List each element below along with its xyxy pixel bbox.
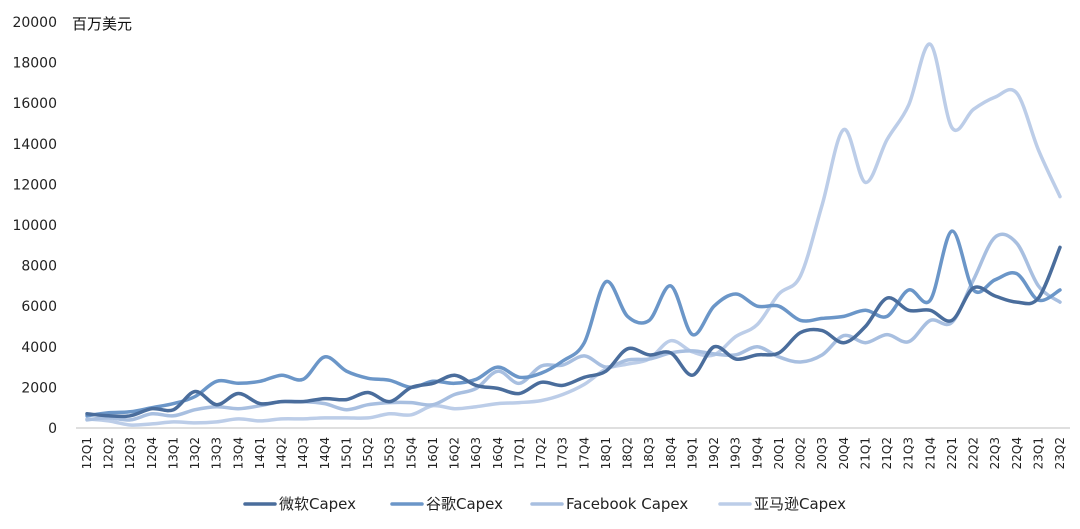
series-lines — [85, 42, 1062, 427]
x-tick-label: 15Q2 — [361, 437, 375, 469]
x-tick-label: 16Q1 — [426, 437, 440, 469]
x-tick-label: 13Q4 — [231, 437, 245, 469]
legend-label: Facebook Capex — [566, 495, 688, 513]
y-tick-label: 10000 — [12, 218, 57, 234]
x-tick-label: 19Q1 — [685, 437, 699, 469]
x-tick-label: 17Q2 — [534, 437, 548, 469]
x-tick-label: 13Q1 — [166, 437, 180, 469]
x-tick-label: 22Q1 — [945, 437, 959, 469]
x-tick-label: 18Q2 — [621, 437, 635, 469]
series-line — [85, 232, 1062, 422]
x-tick-label: 17Q1 — [512, 437, 526, 469]
x-tick-label: 13Q3 — [210, 437, 224, 469]
y-tick-label: 20000 — [12, 15, 57, 31]
y-tick-label: 4000 — [21, 340, 57, 356]
x-tick-label: 12Q2 — [102, 437, 116, 469]
y-tick-label: 16000 — [12, 96, 57, 112]
x-tick-label: 18Q4 — [664, 437, 678, 469]
x-tick-label: 21Q2 — [880, 437, 894, 469]
y-tick-label: 2000 — [21, 380, 57, 396]
x-tick-label: 17Q3 — [556, 437, 570, 469]
x-tick-label: 16Q3 — [469, 437, 483, 469]
x-tick-label: 22Q4 — [1010, 437, 1024, 469]
legend-label: 亚马逊Capex — [754, 495, 846, 513]
x-tick-label: 18Q1 — [599, 437, 613, 469]
x-axis-ticks: 12Q1 12Q2 12Q3 12Q4 13Q1 13Q2 13Q3 13Q4 14Q1 14Q2… — [80, 437, 1067, 469]
x-tick-label: 17Q4 — [577, 437, 591, 469]
y-tick-label: 6000 — [21, 299, 57, 315]
y-tick-label: 14000 — [12, 137, 57, 153]
y-tick-label: 0 — [48, 421, 57, 437]
x-tick-label: 15Q1 — [339, 437, 353, 469]
legend-label: 谷歌Capex — [426, 495, 503, 513]
series-line — [85, 42, 1062, 427]
x-tick-label: 12Q4 — [145, 437, 159, 469]
x-tick-label: 20Q1 — [772, 437, 786, 469]
x-tick-label: 14Q4 — [318, 437, 332, 469]
y-tick-label: 8000 — [21, 259, 57, 275]
x-tick-label: 21Q4 — [923, 437, 937, 469]
x-tick-label: 19Q4 — [750, 437, 764, 469]
x-tick-label: 14Q3 — [296, 437, 310, 469]
x-tick-label: 19Q2 — [707, 437, 721, 469]
x-tick-label: 20Q3 — [815, 437, 829, 469]
x-tick-label: 21Q1 — [858, 437, 872, 469]
x-tick-label: 20Q2 — [794, 437, 808, 469]
x-tick-label: 15Q4 — [404, 437, 418, 469]
x-tick-label: 16Q2 — [448, 437, 462, 469]
x-tick-label: 14Q2 — [275, 437, 289, 469]
x-tick-label: 21Q3 — [902, 437, 916, 469]
x-tick-label: 19Q3 — [729, 437, 743, 469]
x-tick-label: 13Q2 — [188, 437, 202, 469]
legend-label: 微软Capex — [279, 495, 356, 513]
series-line — [85, 245, 1062, 419]
x-tick-label: 12Q1 — [80, 437, 94, 469]
x-tick-label: 16Q4 — [491, 437, 505, 469]
x-tick-label: 14Q1 — [253, 437, 267, 469]
series-line — [85, 229, 1062, 418]
y-tick-label: 18000 — [12, 56, 57, 72]
x-tick-label: 22Q2 — [967, 437, 981, 469]
x-tick-label: 22Q3 — [988, 437, 1002, 469]
y-tick-label: 12000 — [12, 177, 57, 193]
y-unit-label: 百万美元 — [72, 15, 132, 33]
x-tick-label: 23Q1 — [1031, 437, 1045, 469]
y-axis-ticks: 0 2000 4000 6000 8000 10000 12000 14000 16000 180… — [12, 15, 57, 437]
x-tick-label: 18Q3 — [642, 437, 656, 469]
legend: 微软Capex 谷歌Capex Facebook Capex 亚马逊Capex — [243, 495, 846, 513]
x-tick-label: 23Q2 — [1053, 437, 1067, 469]
x-tick-label: 15Q3 — [383, 437, 397, 469]
x-tick-label: 20Q4 — [837, 437, 851, 469]
x-tick-label: 12Q3 — [123, 437, 137, 469]
